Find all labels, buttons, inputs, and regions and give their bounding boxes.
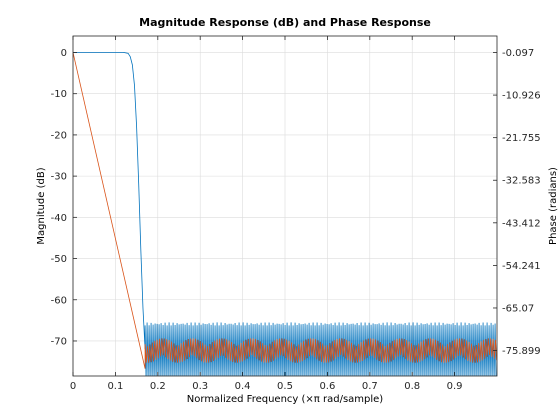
x-axis-label: Normalized Frequency (×π rad/sample) (187, 394, 384, 405)
y2-tick-label: -54.241 (502, 261, 541, 272)
x-tick-label: 0.3 (192, 381, 208, 392)
y-tick-label: -40 (51, 213, 67, 224)
x-axis: 0 0.1 0.2 0.3 0.4 0.5 0.6 0.7 0.8 0.9 (70, 36, 463, 392)
y-tick-label: -60 (51, 295, 67, 306)
x-tick-label: 0.6 (319, 381, 335, 392)
y2-tick-label: -65.07 (502, 303, 534, 314)
x-tick-label: 0.4 (235, 381, 251, 392)
chart-title: Magnitude Response (dB) and Phase Respon… (139, 16, 431, 29)
grid (72, 36, 497, 376)
y-tick-label: -70 (51, 336, 67, 347)
x-tick-label: 0.1 (107, 381, 123, 392)
y2-tick-label: -32.583 (502, 176, 541, 187)
series-group (73, 51, 497, 376)
x-tick-label: 0.2 (150, 381, 166, 392)
data-layer (73, 51, 497, 376)
phase-series (73, 52, 497, 369)
x-tick-label: 0.9 (447, 381, 463, 392)
y-axis-label: Magnitude (dB) (36, 167, 47, 244)
y-tick-label: -50 (51, 254, 67, 265)
x-tick-label: 0.8 (404, 381, 420, 392)
y2-tick-label: -0.097 (502, 48, 534, 59)
y2-tick-label: -43.412 (502, 218, 541, 229)
y-axis-left: 0 -10 -20 -30 -40 -50 -60 -70 (51, 48, 77, 347)
y2-axis-label: Phase (radians) (548, 167, 559, 245)
x-tick-label: 0.5 (277, 381, 293, 392)
y2-tick-label: -75.899 (502, 346, 541, 357)
y2-tick-label: -21.755 (502, 133, 541, 144)
y2-tick-label: -10.926 (502, 91, 541, 102)
y-axis-right: -0.097 -10.926 -21.755 -32.583 -43.412 -54.24… (493, 48, 541, 357)
y-tick-label: -20 (51, 130, 67, 141)
y-tick-label: -30 (51, 172, 67, 183)
y-tick-label: -10 (51, 89, 67, 100)
y-tick-label: 0 (61, 48, 67, 59)
x-tick-label: 0 (70, 381, 76, 392)
x-tick-label: 0.7 (362, 381, 378, 392)
